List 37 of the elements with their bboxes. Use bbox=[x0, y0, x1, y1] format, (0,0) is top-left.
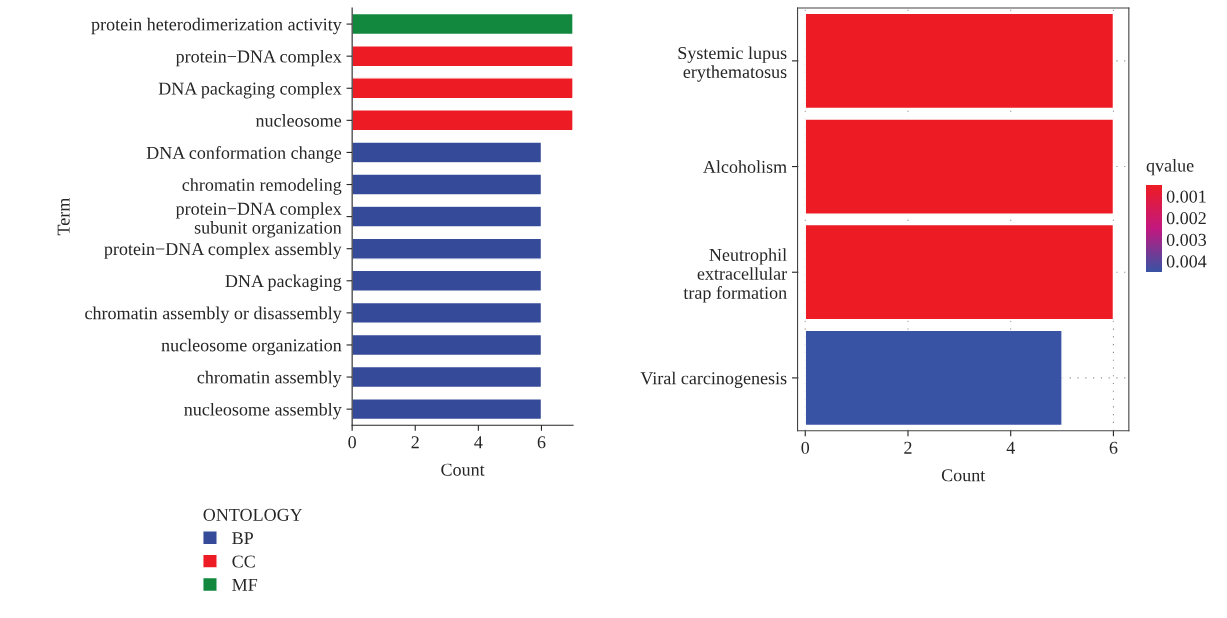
y-tick-label: chromatin remodeling bbox=[182, 178, 342, 195]
y-tick-label: protein−DNA complex bbox=[175, 49, 342, 67]
y-tick-label: nucleosome organization bbox=[161, 338, 342, 356]
y-tick-label: protein heterodimerization activity bbox=[91, 17, 342, 35]
y-axis-title: Term bbox=[57, 197, 70, 236]
y-tick-label: nucleosome assembly bbox=[184, 402, 342, 420]
y-tick-label: DNA packaging bbox=[225, 274, 342, 291]
y-tick-label: DNA packaging complex bbox=[158, 81, 342, 99]
y-tick-label: DNA conformation change bbox=[146, 146, 342, 163]
x-tick-label: 0 bbox=[801, 441, 810, 454]
y-tick-label: chromatin assembly bbox=[197, 370, 342, 388]
legend-label: BP bbox=[232, 532, 253, 545]
color-bar-title: qvalue bbox=[1146, 158, 1194, 176]
y-tick-label: Systemic lupus erythematosus bbox=[678, 46, 787, 82]
color-bar-label: 0.002 bbox=[1166, 212, 1206, 225]
x-tick-label: 6 bbox=[537, 436, 546, 449]
color-bar-label: 0.001 bbox=[1166, 190, 1206, 203]
color-bar-label: 0.003 bbox=[1166, 233, 1207, 246]
legend-title: ONTOLOGY bbox=[203, 508, 303, 521]
x-tick-label: 4 bbox=[1006, 441, 1015, 454]
y-tick-label: protein−DNA complex assembly bbox=[104, 242, 342, 259]
y-tick-label: Viral carcinogenesis bbox=[640, 371, 787, 389]
y-tick-label: chromatin assembly or disassembly bbox=[85, 306, 342, 324]
x-tick-label: 0 bbox=[348, 436, 356, 449]
x-tick-label: 4 bbox=[474, 436, 483, 449]
x-tick-label: 6 bbox=[1109, 441, 1118, 454]
legend-label: CC bbox=[232, 555, 255, 568]
x-tick-label: 2 bbox=[904, 441, 912, 454]
color-bar-label: 0.004 bbox=[1166, 255, 1207, 268]
x-tick-label: 2 bbox=[411, 436, 419, 449]
x-axis-title: Count bbox=[441, 463, 485, 476]
y-tick-label: protein−DNA complex subunit organization bbox=[175, 202, 342, 238]
x-axis-title: Count bbox=[941, 469, 986, 482]
y-tick-label: Neutrophil extracellular trap formation bbox=[683, 248, 787, 303]
y-tick-label: nucleosome bbox=[255, 114, 342, 127]
legend-label: MF bbox=[232, 578, 258, 591]
y-tick-label: Alcoholism bbox=[703, 160, 787, 173]
